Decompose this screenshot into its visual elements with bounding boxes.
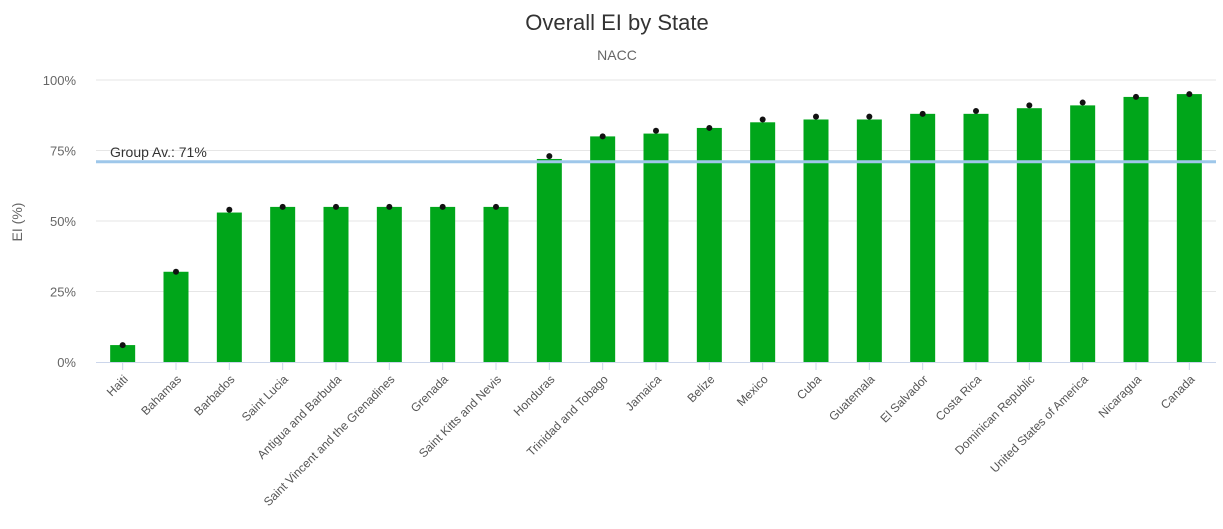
bar	[963, 113, 989, 362]
chart-subtitle: NACC	[597, 47, 637, 63]
x-tick-label: Belize	[684, 372, 717, 405]
bars	[110, 94, 1202, 363]
bar-marker	[279, 203, 286, 210]
x-tick-label: Haiti	[104, 372, 131, 399]
y-tick-label: 50%	[50, 214, 76, 229]
y-tick-label: 75%	[50, 144, 76, 159]
bar-marker	[866, 113, 873, 120]
x-tick-label: United States of America	[987, 372, 1091, 476]
bar-marker	[813, 113, 819, 120]
x-tick-label: Barbados	[191, 372, 237, 418]
bar-marker	[493, 203, 499, 210]
bar	[643, 133, 669, 362]
bar-marker	[173, 268, 179, 275]
bar-marker	[333, 203, 339, 210]
bar	[376, 206, 402, 362]
x-tick-label: Grenada	[408, 372, 451, 415]
y-tick-label: 100%	[43, 73, 77, 88]
bar	[856, 119, 882, 362]
bar-marker	[1026, 102, 1033, 109]
bar-marker	[706, 124, 713, 131]
bar-marker	[599, 133, 606, 140]
bar	[323, 206, 349, 362]
y-tick-label: 25%	[50, 285, 76, 300]
x-tick-label: El Salvador	[877, 372, 930, 425]
bar-marker	[919, 110, 926, 117]
bar-marker	[759, 116, 766, 123]
bar	[1123, 96, 1149, 363]
bar-marker	[1186, 91, 1193, 98]
bar-marker	[1133, 93, 1139, 100]
x-tick-label: Saint Lucia	[239, 372, 291, 424]
bar	[750, 122, 776, 362]
bar-marker	[439, 203, 446, 210]
x-tick-label: Honduras	[511, 372, 558, 419]
bar-markers	[119, 91, 1193, 349]
x-tick-label: Bahamas	[138, 372, 184, 418]
x-tick-label: Guatemala	[826, 372, 878, 424]
bar	[1070, 105, 1096, 362]
x-tick-label: Mexico	[734, 372, 771, 409]
bar	[110, 345, 136, 362]
bar	[1176, 94, 1202, 362]
x-tick-label: Costa Rica	[933, 372, 985, 424]
bar	[536, 158, 562, 362]
bar	[696, 127, 722, 362]
x-tick-label: Nicaragua	[1096, 372, 1145, 421]
y-axis-label: EI (%)	[9, 203, 25, 242]
bar	[803, 119, 829, 362]
group-average-label: Group Av.: 71%	[110, 144, 207, 160]
bar-marker	[386, 203, 393, 210]
y-axis-ticks: 0% 25% 50% 75% 100%	[43, 73, 77, 370]
x-tick-label: Cuba	[794, 372, 824, 402]
bar	[1016, 108, 1042, 362]
bar	[483, 206, 509, 362]
bar	[270, 206, 296, 362]
bar-marker	[973, 108, 979, 115]
x-tick-label: Jamaica	[623, 372, 665, 414]
bar	[910, 113, 936, 362]
bar-marker	[1079, 99, 1086, 106]
bar-marker	[119, 342, 126, 349]
y-tick-label: 0%	[57, 355, 76, 370]
bar-marker	[226, 206, 233, 213]
bar-marker	[653, 127, 659, 134]
bar	[590, 136, 616, 362]
bar	[216, 212, 242, 362]
chart-title: Overall EI by State	[525, 10, 708, 35]
x-tick-label: Canada	[1158, 372, 1198, 412]
bar	[163, 271, 189, 362]
bar-marker	[546, 153, 553, 160]
bar	[430, 206, 456, 362]
